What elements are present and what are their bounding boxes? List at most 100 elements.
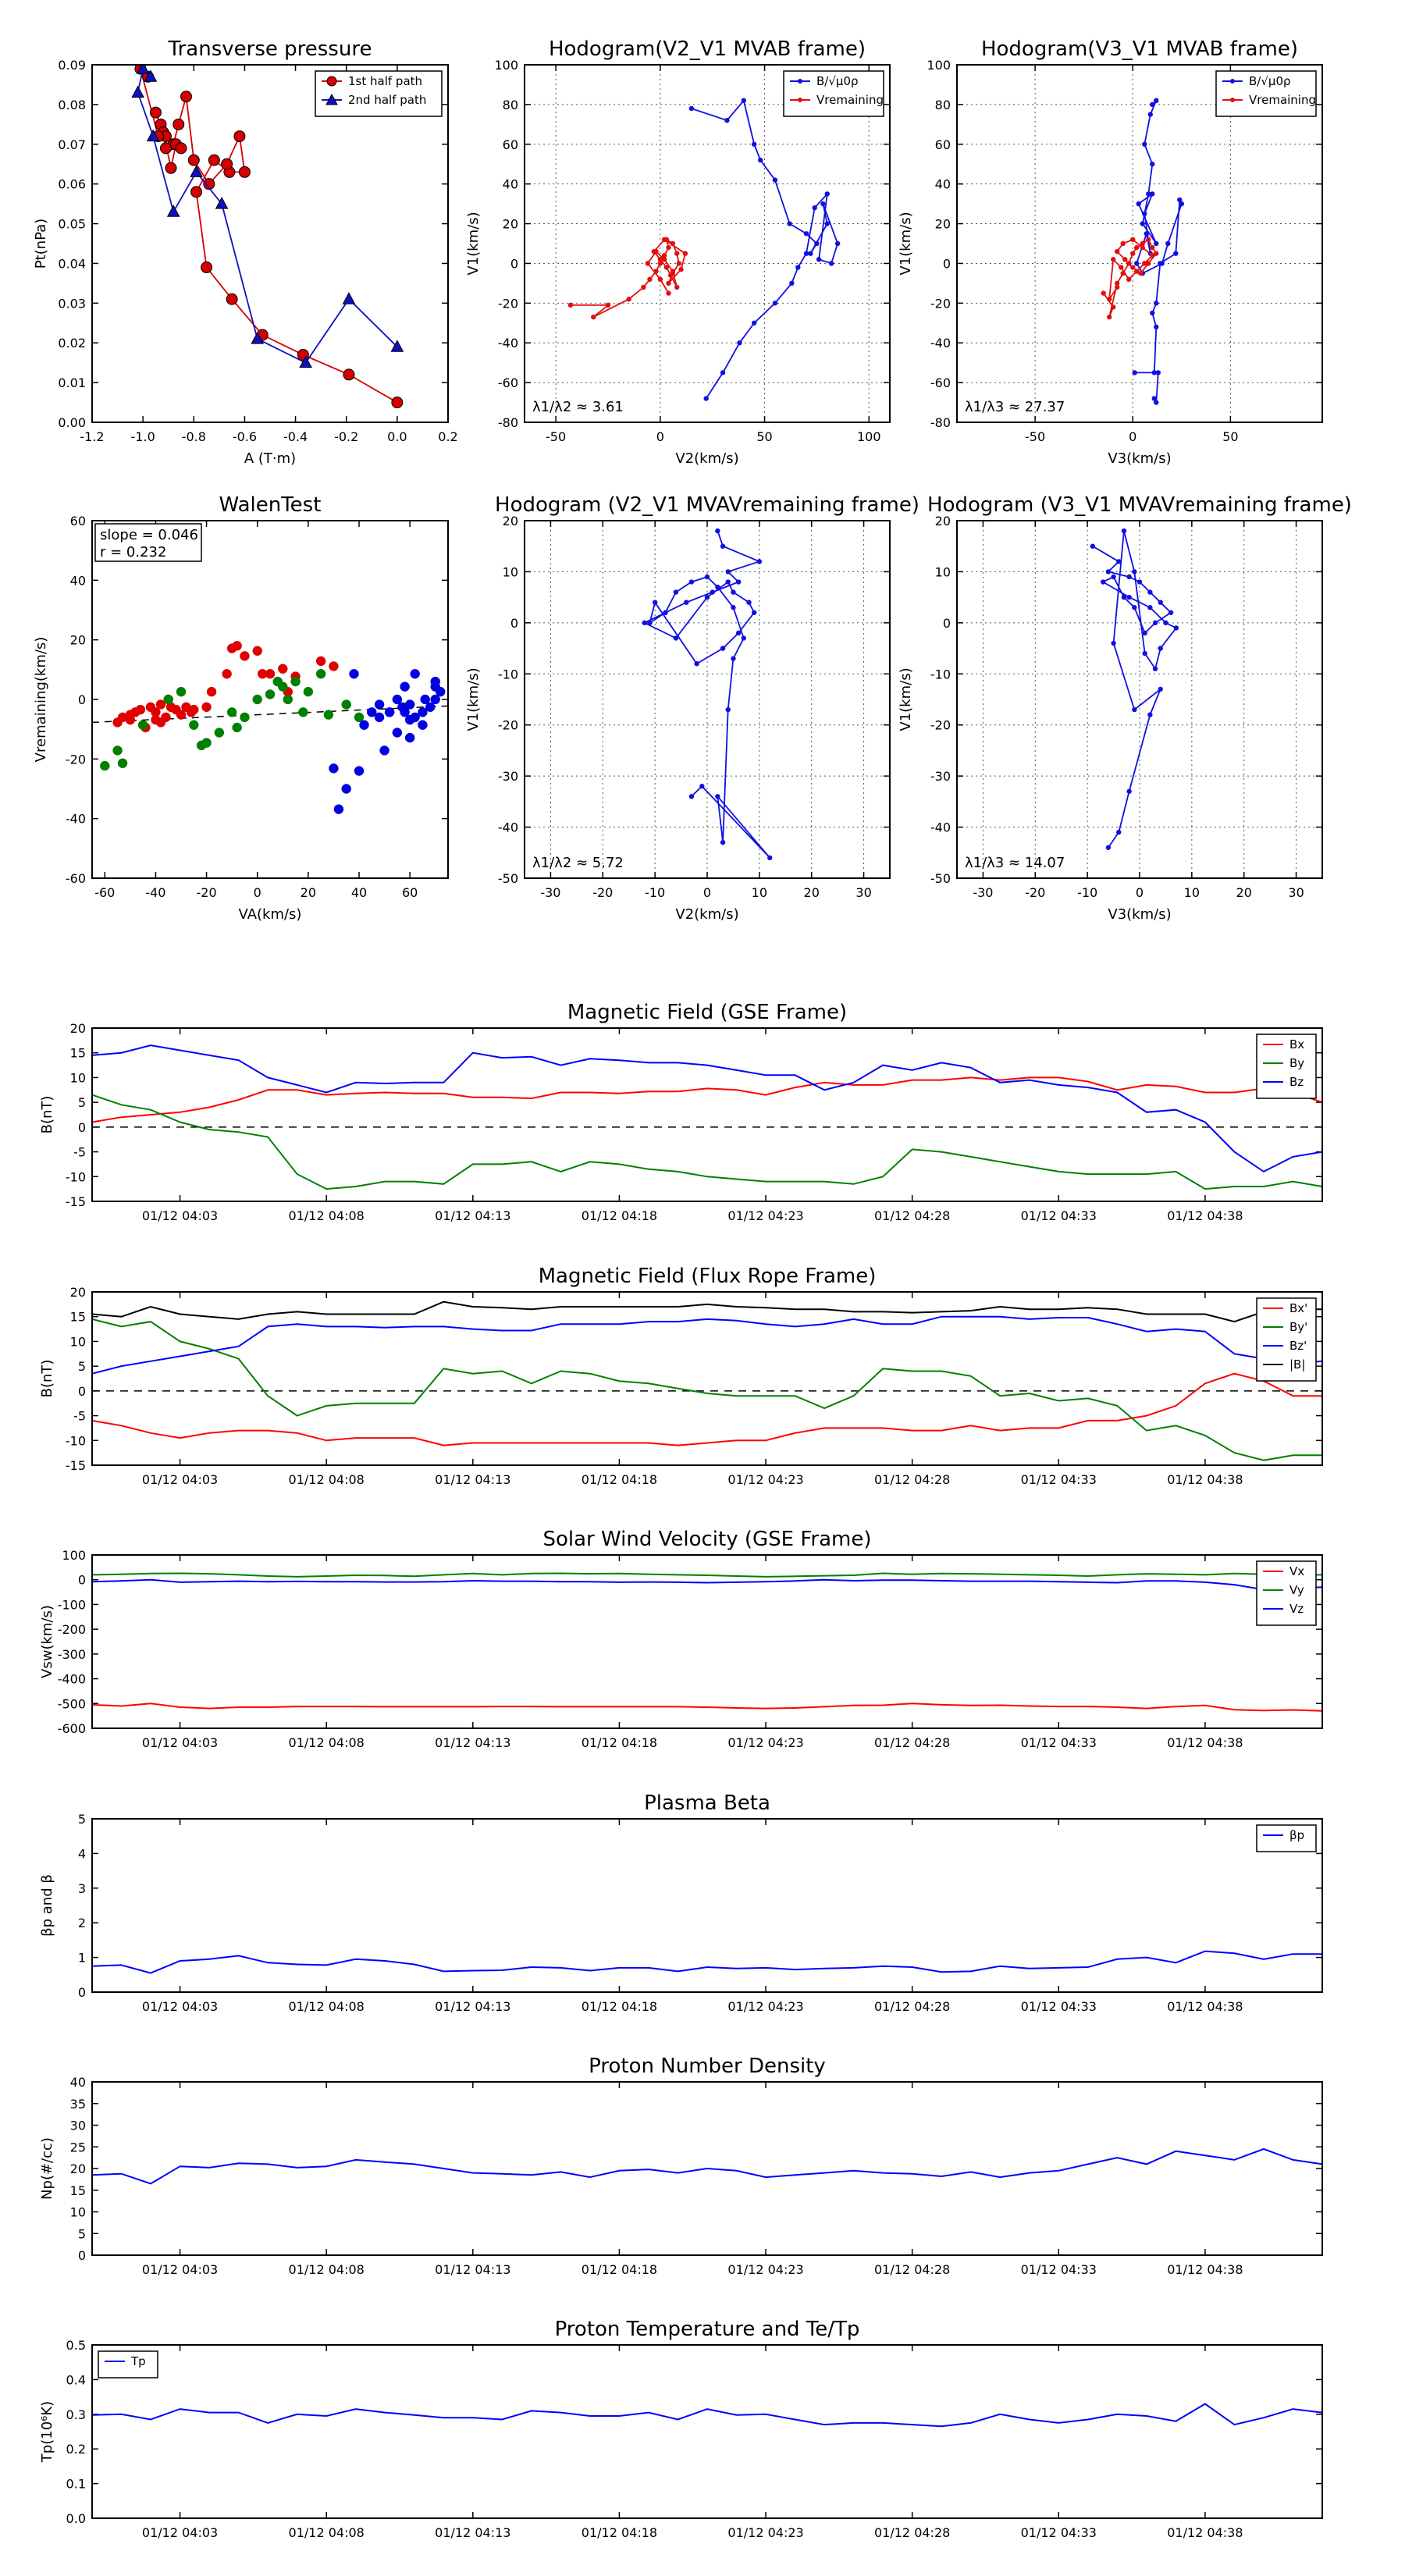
data-point bbox=[772, 177, 778, 183]
data-point bbox=[1122, 257, 1128, 262]
data-point bbox=[735, 579, 742, 585]
chart-title: Magnetic Field (GSE Frame) bbox=[567, 1001, 847, 1024]
data-point bbox=[725, 579, 731, 585]
data-point bbox=[720, 646, 726, 651]
data-point bbox=[1150, 253, 1155, 258]
series-line-vy bbox=[92, 1572, 1322, 1578]
series-line--b- bbox=[92, 1300, 1322, 1323]
y-tick-label: 10 bbox=[503, 564, 518, 579]
y-tick-label: 100 bbox=[62, 1548, 86, 1563]
legend-label: Vz bbox=[1289, 1602, 1304, 1616]
data-point bbox=[1138, 270, 1144, 276]
y-tick-label: 60 bbox=[503, 137, 518, 152]
data-point bbox=[789, 280, 795, 286]
chart-title: Hodogram(V2_V1 MVAB frame) bbox=[549, 37, 866, 61]
x-tick-label: 01/12 04:38 bbox=[1167, 1999, 1243, 2014]
x-tick-label: -30 bbox=[540, 885, 560, 900]
data-point bbox=[816, 257, 822, 262]
x-tick-label: 01/12 04:28 bbox=[874, 1999, 950, 2014]
x-tick-label: 50 bbox=[1222, 429, 1238, 444]
x-tick-label: 01/12 04:18 bbox=[582, 1472, 657, 1487]
data-point bbox=[1150, 101, 1155, 108]
y-tick-label: -10 bbox=[498, 667, 518, 681]
data-point bbox=[720, 543, 726, 549]
data-point bbox=[715, 528, 720, 534]
data-point bbox=[379, 745, 389, 756]
x-tick-label: 01/12 04:13 bbox=[435, 1999, 510, 2014]
data-point bbox=[180, 91, 193, 103]
data-point bbox=[1107, 314, 1112, 320]
x-tick-label: 01/12 04:08 bbox=[289, 1472, 365, 1487]
data-point bbox=[1163, 620, 1168, 626]
y-tick-label: 3 bbox=[78, 1881, 86, 1896]
y-tick-label: 5 bbox=[78, 2226, 86, 2241]
data-point bbox=[240, 651, 250, 661]
y-tick-label: 0 bbox=[78, 2248, 86, 2263]
x-tick-label: 10 bbox=[752, 885, 767, 900]
plot-area bbox=[92, 1044, 1322, 1190]
data-point bbox=[674, 251, 680, 256]
data-point bbox=[666, 244, 671, 251]
y-tick-label: 5 bbox=[78, 1095, 86, 1110]
series-line-tp bbox=[92, 2403, 1322, 2428]
data-point bbox=[384, 707, 395, 717]
data-point bbox=[354, 712, 365, 723]
series-line-np bbox=[92, 2147, 1322, 2185]
data-point bbox=[1152, 620, 1158, 626]
x-tick-label: 01/12 04:23 bbox=[727, 1735, 803, 1750]
y-tick-label: 25 bbox=[70, 2140, 86, 2154]
data-point bbox=[374, 712, 385, 723]
data-point bbox=[715, 794, 720, 799]
data-point bbox=[392, 694, 403, 705]
chart-title: Proton Number Density bbox=[589, 2055, 826, 2078]
x-tick-label: 01/12 04:08 bbox=[289, 1735, 365, 1750]
data-point bbox=[278, 664, 288, 674]
legend-label: Vremaining bbox=[816, 93, 884, 107]
data-point bbox=[1173, 625, 1179, 631]
y-tick-label: 0.09 bbox=[58, 58, 86, 73]
data-point bbox=[834, 240, 841, 247]
data-point bbox=[1140, 244, 1145, 251]
series-line-series-0 bbox=[642, 530, 770, 859]
y-tick-label: 10 bbox=[70, 1334, 86, 1349]
axes-frame bbox=[956, 520, 1323, 879]
y-axis-label: V1(km/s) bbox=[898, 667, 914, 731]
data-point bbox=[688, 794, 695, 799]
y-tick-label: 30 bbox=[70, 2119, 86, 2133]
data-point bbox=[1111, 574, 1116, 580]
data-point bbox=[1154, 240, 1159, 247]
data-point bbox=[329, 763, 339, 774]
x-tick-label: 01/12 04:23 bbox=[727, 2262, 803, 2277]
hodogram-v2-v1-remaining-panel: Hodogram (V2_V1 MVAVremaining frame) -50 -… bbox=[465, 493, 919, 923]
data-point bbox=[404, 714, 415, 725]
data-point bbox=[661, 257, 667, 262]
data-point bbox=[420, 694, 430, 705]
chart-title: Proton Temperature and Te/Tp bbox=[555, 2318, 860, 2341]
legend-marker bbox=[326, 76, 337, 87]
data-point bbox=[731, 656, 736, 661]
data-point bbox=[367, 707, 377, 717]
y-tick-label: -500 bbox=[58, 1696, 86, 1711]
y-tick-label: 35 bbox=[70, 2097, 86, 2112]
data-point bbox=[720, 840, 726, 845]
data-point bbox=[1154, 400, 1159, 405]
data-point bbox=[1147, 589, 1153, 595]
y-tick-label: 0.5 bbox=[66, 2338, 86, 2353]
data-point bbox=[391, 397, 404, 409]
x-axis-label: V2(km/s) bbox=[675, 450, 738, 467]
data-point bbox=[787, 221, 792, 226]
x-tick-label: -0.6 bbox=[233, 429, 257, 444]
y-tick-label: -10 bbox=[930, 667, 951, 681]
data-point bbox=[1132, 569, 1137, 575]
data-point bbox=[751, 141, 757, 147]
plot-area bbox=[642, 528, 773, 861]
y-tick-label: -80 bbox=[498, 415, 518, 430]
data-point bbox=[704, 594, 710, 600]
y-tick-label: 20 bbox=[70, 1285, 86, 1300]
data-point bbox=[232, 722, 242, 733]
y-tick-label: 0 bbox=[943, 616, 951, 631]
data-point bbox=[1130, 265, 1136, 270]
y-tick-label: -100 bbox=[58, 1597, 86, 1612]
data-point bbox=[144, 69, 158, 82]
